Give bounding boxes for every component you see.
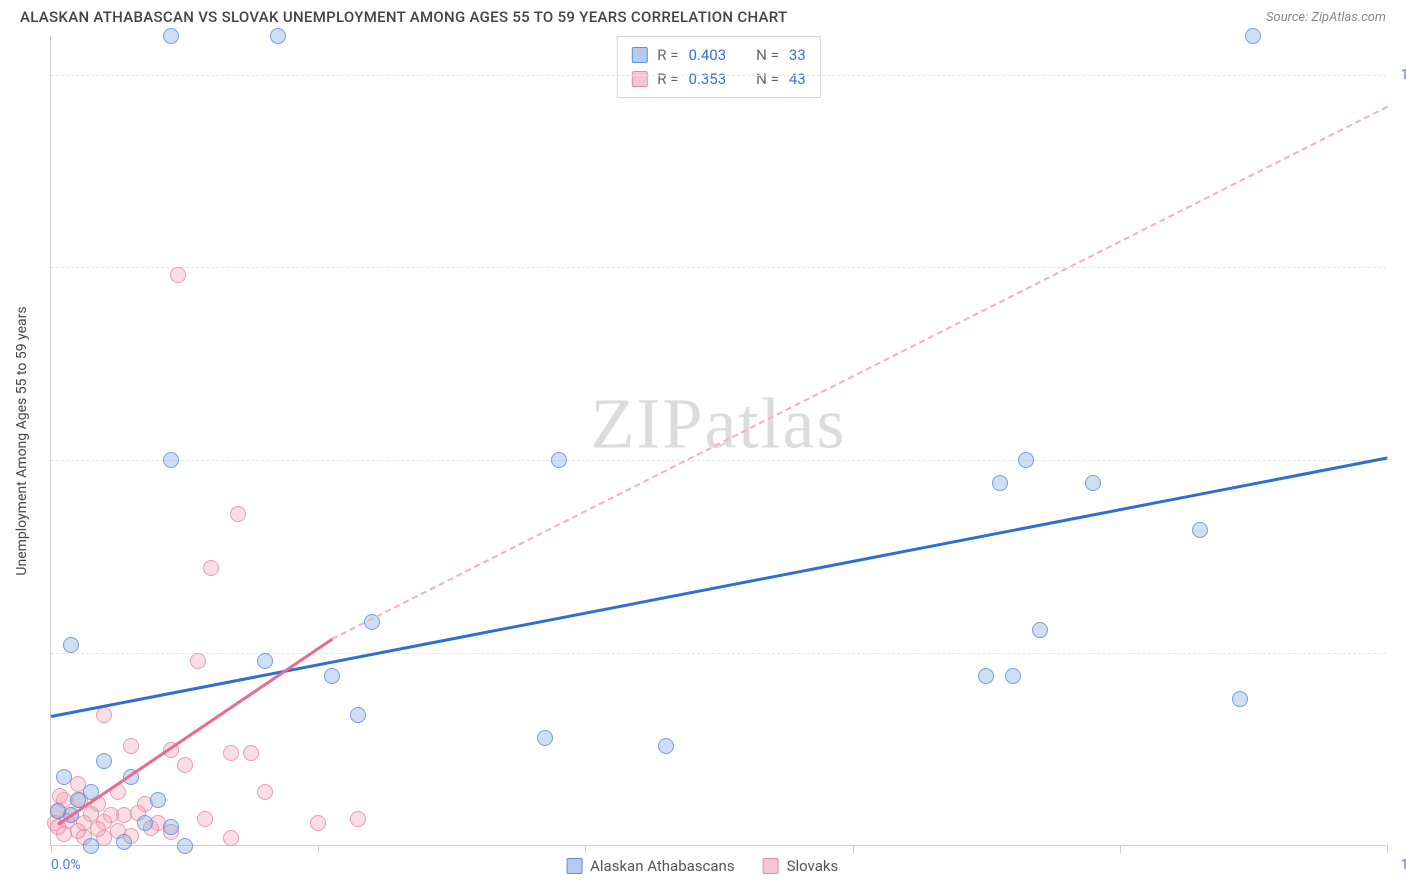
- scatter-point: [203, 560, 219, 576]
- legend-item-blue: Alaskan Athabascans: [566, 857, 734, 875]
- scatter-point: [270, 28, 286, 44]
- scatter-point: [56, 826, 72, 842]
- y-tick-label: 100.0%: [1391, 67, 1406, 83]
- scatter-point: [96, 753, 112, 769]
- scatter-point: [257, 653, 273, 669]
- scatter-point: [1192, 522, 1208, 538]
- r-label: R =: [657, 43, 678, 67]
- stats-row-blue: R = 0.403 N = 33: [631, 43, 805, 67]
- chart-title: ALASKAN ATHABASCAN VS SLOVAK UNEMPLOYMEN…: [20, 8, 787, 26]
- y-tick-label: 25.0%: [1391, 645, 1406, 661]
- legend-label-blue: Alaskan Athabascans: [590, 857, 734, 875]
- n-label: N =: [756, 67, 779, 91]
- scatter-point: [96, 707, 112, 723]
- r-label: R =: [657, 67, 678, 91]
- x-tick: [51, 845, 52, 853]
- scatter-point: [537, 730, 553, 746]
- gridline: [51, 460, 1386, 461]
- x-tick: [585, 845, 586, 853]
- scatter-point: [992, 475, 1008, 491]
- scatter-point: [1245, 28, 1261, 44]
- legend-label-pink: Slovaks: [787, 857, 839, 875]
- scatter-point: [1085, 475, 1101, 491]
- x-tick: [1120, 845, 1121, 853]
- scatter-point: [52, 788, 68, 804]
- x-tick-label-left: 0.0%: [51, 857, 81, 873]
- source-attribution: Source: ZipAtlas.com: [1266, 10, 1386, 25]
- scatter-point: [56, 769, 72, 785]
- scatter-point: [658, 738, 674, 754]
- scatter-point: [50, 803, 66, 819]
- gridline: [51, 75, 1386, 76]
- scatter-point: [116, 834, 132, 850]
- x-tick: [318, 845, 319, 853]
- scatter-point: [170, 267, 186, 283]
- swatch-pink-icon: [631, 71, 647, 87]
- x-tick: [1387, 845, 1388, 853]
- scatter-point: [190, 653, 206, 669]
- scatter-point: [350, 707, 366, 723]
- scatter-point: [324, 668, 340, 684]
- chart-container: Unemployment Among Ages 55 to 59 years Z…: [50, 36, 1386, 846]
- scatter-point: [83, 838, 99, 854]
- scatter-point: [310, 815, 326, 831]
- scatter-point: [197, 811, 213, 827]
- y-tick-label: 50.0%: [1391, 452, 1406, 468]
- x-tick-label-right: 100.0%: [1401, 857, 1406, 873]
- scatter-point: [1232, 691, 1248, 707]
- n-value-blue: 33: [789, 43, 806, 67]
- legend-item-pink: Slovaks: [763, 857, 839, 875]
- y-tick-label: 75.0%: [1391, 259, 1406, 275]
- trendline: [51, 456, 1388, 717]
- n-value-pink: 43: [789, 67, 806, 91]
- scatter-point: [1018, 452, 1034, 468]
- gridline: [51, 267, 1386, 268]
- chart-header: ALASKAN ATHABASCAN VS SLOVAK UNEMPLOYMEN…: [0, 0, 1406, 30]
- stats-row-pink: R = 0.353 N = 43: [631, 67, 805, 91]
- scatter-point: [257, 784, 273, 800]
- scatter-point: [150, 792, 166, 808]
- watermark: ZIPatlas: [591, 383, 847, 466]
- scatter-point: [350, 811, 366, 827]
- r-value-pink: 0.353: [688, 67, 726, 91]
- scatter-point: [551, 452, 567, 468]
- scatter-point: [223, 830, 239, 846]
- swatch-pink-icon: [763, 858, 779, 874]
- n-label: N =: [756, 43, 779, 67]
- swatch-blue-icon: [631, 47, 647, 63]
- scatter-point: [123, 738, 139, 754]
- swatch-blue-icon: [566, 858, 582, 874]
- gridline: [51, 653, 1386, 654]
- scatter-point: [137, 815, 153, 831]
- series-legend: Alaskan Athabascans Slovaks: [566, 857, 838, 875]
- scatter-point: [177, 838, 193, 854]
- stats-legend-box: R = 0.403 N = 33 R = 0.353 N = 43: [616, 36, 820, 98]
- scatter-point: [223, 745, 239, 761]
- y-axis-label: Unemployment Among Ages 55 to 59 years: [14, 306, 30, 575]
- scatter-point: [163, 28, 179, 44]
- scatter-point: [243, 745, 259, 761]
- scatter-point: [1005, 668, 1021, 684]
- scatter-point: [63, 637, 79, 653]
- x-tick: [853, 845, 854, 853]
- scatter-point: [1032, 622, 1048, 638]
- scatter-point: [978, 668, 994, 684]
- scatter-point: [163, 452, 179, 468]
- scatter-point: [163, 819, 179, 835]
- r-value-blue: 0.403: [688, 43, 726, 67]
- plot-area: ZIPatlas R = 0.403 N = 33 R = 0.353 N = …: [50, 36, 1386, 846]
- scatter-point: [177, 757, 193, 773]
- scatter-point: [230, 506, 246, 522]
